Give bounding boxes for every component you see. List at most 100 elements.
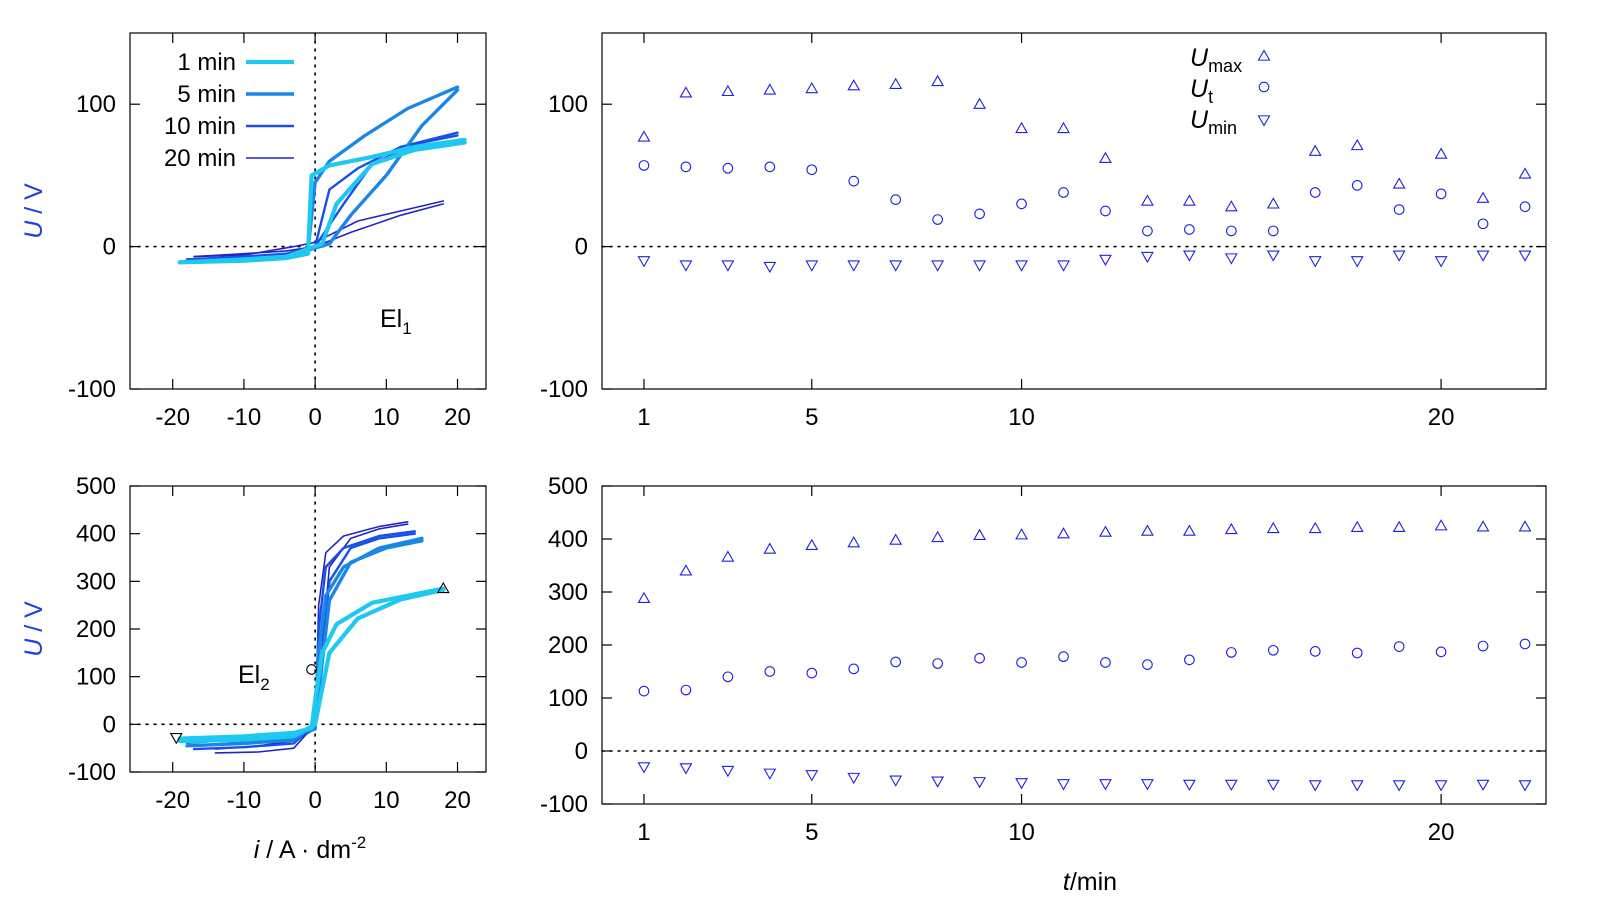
x-tick-label: 1 (637, 404, 650, 431)
x-tick-label: -20 (155, 404, 190, 431)
y-tick-label: 100 (548, 685, 588, 712)
point-umin (1392, 250, 1406, 262)
point-umin (1308, 256, 1322, 268)
point-umin (1266, 250, 1280, 262)
point-umax (721, 550, 735, 562)
point-umax (763, 542, 777, 554)
point-umax (1392, 177, 1406, 189)
point-umax (1434, 519, 1448, 531)
x-tick-label: 10 (1008, 819, 1035, 846)
point-ut (1267, 225, 1279, 237)
x-tick-label: 10 (373, 404, 400, 431)
point-umax (973, 528, 987, 540)
point-umax (1057, 121, 1070, 134)
point-umax (847, 79, 861, 91)
point-umax (973, 97, 987, 109)
point-umax (637, 591, 651, 604)
point-umax (1434, 147, 1448, 159)
point-umax (637, 130, 651, 142)
point-umin (637, 762, 651, 774)
point-umin (1099, 254, 1112, 267)
x-tick-label: 20 (444, 404, 471, 431)
y-tick-label: 100 (548, 91, 588, 118)
point-ut (974, 208, 985, 220)
point-ut (722, 162, 734, 174)
point-umax (1266, 521, 1280, 534)
legend-ut-marker (1258, 81, 1270, 93)
point-umin (1099, 779, 1112, 791)
y-axis-label-bottom: U / V (20, 601, 48, 657)
point-umin (1015, 778, 1029, 790)
point-umin (1476, 779, 1490, 791)
point-ut (1184, 224, 1195, 235)
point-umax (1224, 200, 1238, 212)
point-umax (1476, 191, 1490, 203)
y-tick-label: -100 (540, 791, 588, 818)
point-umax (721, 84, 735, 97)
point-ut (680, 161, 692, 173)
x-tick-label: -10 (227, 787, 262, 814)
point-umin (931, 260, 945, 272)
point-umax (805, 81, 819, 94)
point-umin (1518, 780, 1532, 792)
x-tick-label: 0 (308, 404, 321, 431)
point-umax (679, 564, 693, 576)
el1-hysteresis-plot-frame (129, 32, 487, 390)
legend-umax-marker (1257, 49, 1271, 61)
y-axis-label-top: U / V (20, 183, 48, 239)
point-ut (1225, 647, 1237, 658)
legend-label-20-min: 20 min (164, 145, 236, 172)
point-umax (1308, 521, 1322, 534)
point-ut (1351, 180, 1363, 191)
y-tick-label: 200 (548, 632, 588, 659)
point-umin (1140, 779, 1154, 791)
point-umax (1308, 144, 1322, 156)
point-umin (1518, 250, 1532, 262)
point-umin (847, 772, 861, 785)
point-umin (1392, 780, 1406, 792)
point-ut (638, 160, 650, 171)
point-ut (1309, 646, 1321, 657)
point-ut (1351, 647, 1363, 659)
point-umin (1308, 780, 1322, 792)
point-ut (1393, 641, 1405, 652)
point-ut (1016, 657, 1027, 668)
point-ut (932, 214, 943, 225)
point-ut (1016, 198, 1027, 210)
point-ut (764, 666, 776, 677)
legend-umin-marker (1257, 115, 1271, 127)
marker-triangle-up (436, 581, 450, 594)
curve-1-min-down (177, 587, 446, 744)
legend-label-10-min: 10 min (164, 113, 236, 140)
curve-5-min-down (185, 539, 424, 748)
point-umax (1224, 522, 1238, 535)
el1-annotation: El1 (380, 305, 412, 338)
point-ut (1435, 188, 1447, 200)
point-ut (1267, 644, 1279, 656)
point-umin (889, 775, 903, 787)
y-tick-label: 300 (76, 568, 116, 595)
curve-1-min-up (177, 586, 446, 741)
curve-10-min-down (192, 532, 416, 751)
point-umax (679, 86, 693, 98)
point-ut (680, 684, 692, 696)
marker-circle (306, 664, 317, 675)
point-umin (973, 777, 987, 789)
x-tick-label: 1 (637, 819, 650, 846)
point-umax (805, 538, 819, 551)
point-umin (1350, 256, 1364, 268)
point-ut (1100, 205, 1111, 217)
marker-triangle-down (169, 733, 183, 745)
point-umax (763, 83, 777, 95)
x-tick-label: 10 (373, 787, 400, 814)
point-umax (889, 533, 903, 545)
y-tick-label: -100 (68, 759, 116, 786)
point-umin (1224, 779, 1238, 791)
point-umax (1182, 194, 1196, 206)
point-umax (1182, 524, 1196, 536)
point-umin (1350, 780, 1364, 792)
x-tick-label: 5 (805, 819, 818, 846)
y-tick-label: 100 (76, 664, 116, 691)
point-umax (931, 74, 945, 87)
